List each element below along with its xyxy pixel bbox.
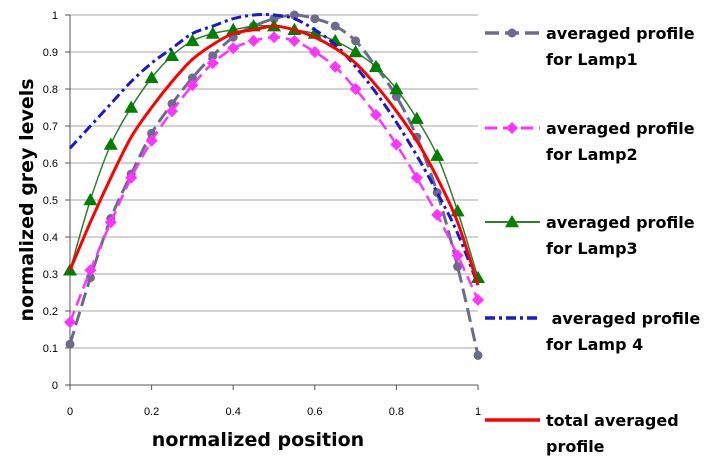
data-point <box>369 59 383 73</box>
x-tick-label: 0.2 <box>144 406 159 418</box>
data-point <box>390 138 403 151</box>
data-point <box>370 108 382 121</box>
legend-label: averaged profile <box>546 24 695 43</box>
series-group <box>63 10 485 360</box>
legend-label: profile <box>546 437 605 456</box>
legend-label: for Lamp1 <box>546 50 638 69</box>
y-tick-label: 0.2 <box>43 306 58 318</box>
y-tick-labels: 0 0.1 0.2 0.3 0.4 0.5 0.6 0.7 0.8 0.9 1 <box>43 10 58 392</box>
data-point <box>145 134 158 147</box>
x-tick-label: 1 <box>475 406 481 418</box>
data-point <box>330 21 340 31</box>
y-tick-label: 1 <box>52 10 58 22</box>
data-point <box>473 350 483 360</box>
legend-label: averaged profile <box>546 309 700 328</box>
data-point <box>185 33 200 47</box>
legend-label: for Lamp3 <box>546 239 638 258</box>
legend-item-3: averaged profile for Lamp3 <box>485 213 695 258</box>
y-tick-label: 0.1 <box>43 343 58 355</box>
data-point <box>83 193 98 206</box>
legend-item-2: averaged profile for Lamp2 <box>485 119 695 164</box>
data-point <box>410 171 423 184</box>
data-point <box>453 262 463 272</box>
data-point <box>288 34 301 47</box>
data-point <box>124 100 139 113</box>
data-point <box>166 105 178 118</box>
y-tick-label: 0 <box>52 380 58 392</box>
x-tick-label: 0.8 <box>389 406 404 418</box>
legend-swatch-marker <box>505 215 519 228</box>
series-5 <box>68 24 480 286</box>
legend-swatch-marker <box>507 28 517 38</box>
y-tick-label: 0.3 <box>43 269 58 281</box>
data-point <box>308 46 321 58</box>
data-point <box>310 14 320 24</box>
legend-label: total averaged <box>546 411 679 430</box>
x-axis-label: normalized position <box>152 429 364 451</box>
data-point <box>389 82 404 95</box>
legend-swatch-marker <box>506 122 518 134</box>
legend-label: averaged profile <box>546 119 695 138</box>
series-2 <box>64 31 484 329</box>
series-line <box>69 24 479 278</box>
data-point <box>227 42 240 55</box>
series-line <box>68 13 480 356</box>
data-point <box>430 148 445 161</box>
data-point <box>268 31 280 44</box>
x-tick-labels: 0 0.2 0.4 0.6 0.8 1 <box>67 406 481 418</box>
legend-label: for Lamp 4 <box>546 335 643 354</box>
data-point <box>165 48 179 61</box>
data-point <box>125 171 138 184</box>
legend-item-1: averaged profile for Lamp1 <box>485 24 695 69</box>
data-point <box>208 51 218 61</box>
data-point <box>409 111 424 124</box>
legend-item-5: total averaged profile <box>485 411 679 456</box>
data-point <box>472 293 484 306</box>
series-line <box>68 24 480 286</box>
data-point <box>144 70 159 84</box>
data-point <box>167 99 177 109</box>
data-point <box>186 79 199 92</box>
data-point <box>65 339 75 349</box>
y-tick-label: 0.9 <box>43 47 58 59</box>
data-point <box>64 316 76 329</box>
data-point <box>85 273 95 283</box>
y-tick-label: 0.4 <box>43 232 58 244</box>
legend-label: averaged profile <box>546 213 695 232</box>
y-tick-label: 0.5 <box>43 195 58 207</box>
data-point <box>206 57 219 70</box>
data-point <box>329 60 342 73</box>
y-tick-label: 0.7 <box>43 121 58 133</box>
y-tick-label: 0.8 <box>43 84 58 96</box>
legend-item-4: averaged profile for Lamp 4 <box>485 309 700 354</box>
data-point <box>84 264 97 277</box>
data-point <box>349 83 362 95</box>
data-point <box>451 249 464 262</box>
data-point <box>431 208 444 221</box>
series-line <box>68 13 480 286</box>
data-point <box>289 10 299 20</box>
data-point <box>187 73 197 83</box>
data-point <box>205 26 220 39</box>
data-point <box>104 216 117 229</box>
data-point <box>351 36 361 46</box>
data-point <box>348 45 363 58</box>
x-tick-label: 0.4 <box>226 406 241 418</box>
y-tick-label: 0.6 <box>43 158 58 170</box>
data-point <box>247 34 260 47</box>
x-tick-label: 0 <box>67 406 73 418</box>
x-tick-label: 0.6 <box>307 406 322 418</box>
axes <box>65 14 479 390</box>
y-axis-label: normalized grey levels <box>16 78 38 321</box>
data-point <box>103 137 118 150</box>
series-4 <box>68 13 480 286</box>
legend-label: for Lamp2 <box>546 145 638 164</box>
